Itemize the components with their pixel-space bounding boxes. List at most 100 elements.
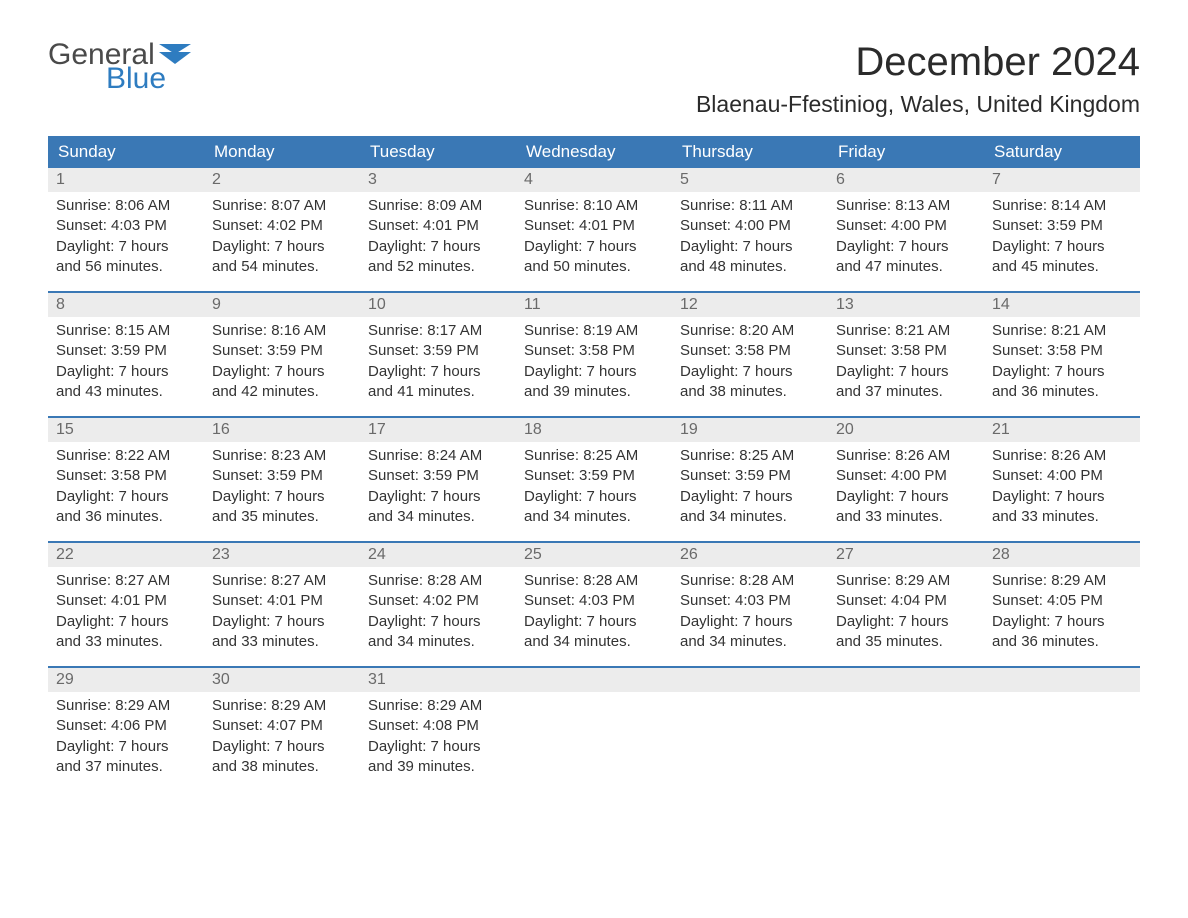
- day-cell: Sunrise: 8:26 AMSunset: 4:00 PMDaylight:…: [828, 442, 984, 531]
- day-cell: Sunrise: 8:11 AMSunset: 4:00 PMDaylight:…: [672, 192, 828, 281]
- day-header-saturday: Saturday: [984, 136, 1140, 168]
- sunrise-line: Sunrise: 8:15 AM: [56, 321, 196, 341]
- day-cell: Sunrise: 8:13 AMSunset: 4:00 PMDaylight:…: [828, 192, 984, 281]
- d1-line: Daylight: 7 hours: [56, 487, 196, 507]
- date-number: 31: [360, 668, 516, 692]
- d2-line: and 39 minutes.: [524, 382, 664, 402]
- sunset-line: Sunset: 4:01 PM: [368, 216, 508, 236]
- sunset-line: Sunset: 4:00 PM: [836, 216, 976, 236]
- sunrise-line: Sunrise: 8:14 AM: [992, 196, 1132, 216]
- day-header-row: Sunday Monday Tuesday Wednesday Thursday…: [48, 136, 1140, 168]
- sunrise-line: Sunrise: 8:29 AM: [56, 696, 196, 716]
- date-number: 20: [828, 418, 984, 442]
- sunset-line: Sunset: 3:58 PM: [836, 341, 976, 361]
- d1-line: Daylight: 7 hours: [992, 362, 1132, 382]
- sunrise-line: Sunrise: 8:22 AM: [56, 446, 196, 466]
- day-cell: Sunrise: 8:06 AMSunset: 4:03 PMDaylight:…: [48, 192, 204, 281]
- d2-line: and 43 minutes.: [56, 382, 196, 402]
- sunrise-line: Sunrise: 8:29 AM: [212, 696, 352, 716]
- day-header-thursday: Thursday: [672, 136, 828, 168]
- date-number: 18: [516, 418, 672, 442]
- sunset-line: Sunset: 4:01 PM: [212, 591, 352, 611]
- date-number: 2: [204, 168, 360, 192]
- d1-line: Daylight: 7 hours: [368, 237, 508, 257]
- d1-line: Daylight: 7 hours: [524, 612, 664, 632]
- day-cell: Sunrise: 8:27 AMSunset: 4:01 PMDaylight:…: [204, 567, 360, 656]
- data-row: Sunrise: 8:27 AMSunset: 4:01 PMDaylight:…: [48, 567, 1140, 656]
- sunrise-line: Sunrise: 8:26 AM: [992, 446, 1132, 466]
- d2-line: and 54 minutes.: [212, 257, 352, 277]
- location-text: Blaenau-Ffestiniog, Wales, United Kingdo…: [696, 91, 1140, 118]
- date-number: 21: [984, 418, 1140, 442]
- date-number: [828, 668, 984, 692]
- sunset-line: Sunset: 3:58 PM: [680, 341, 820, 361]
- d2-line: and 34 minutes.: [680, 632, 820, 652]
- day-cell: Sunrise: 8:27 AMSunset: 4:01 PMDaylight:…: [48, 567, 204, 656]
- d1-line: Daylight: 7 hours: [56, 612, 196, 632]
- sunrise-line: Sunrise: 8:25 AM: [680, 446, 820, 466]
- date-number: 17: [360, 418, 516, 442]
- day-cell: Sunrise: 8:09 AMSunset: 4:01 PMDaylight:…: [360, 192, 516, 281]
- week-row: 22232425262728Sunrise: 8:27 AMSunset: 4:…: [48, 541, 1140, 656]
- day-cell: Sunrise: 8:14 AMSunset: 3:59 PMDaylight:…: [984, 192, 1140, 281]
- data-row: Sunrise: 8:15 AMSunset: 3:59 PMDaylight:…: [48, 317, 1140, 406]
- day-cell: Sunrise: 8:21 AMSunset: 3:58 PMDaylight:…: [828, 317, 984, 406]
- d1-line: Daylight: 7 hours: [836, 487, 976, 507]
- d1-line: Daylight: 7 hours: [524, 362, 664, 382]
- sunset-line: Sunset: 4:05 PM: [992, 591, 1132, 611]
- sunrise-line: Sunrise: 8:16 AM: [212, 321, 352, 341]
- sunset-line: Sunset: 4:00 PM: [836, 466, 976, 486]
- sunrise-line: Sunrise: 8:19 AM: [524, 321, 664, 341]
- d1-line: Daylight: 7 hours: [56, 737, 196, 757]
- day-header-sunday: Sunday: [48, 136, 204, 168]
- d1-line: Daylight: 7 hours: [368, 362, 508, 382]
- day-cell: Sunrise: 8:17 AMSunset: 3:59 PMDaylight:…: [360, 317, 516, 406]
- sunset-line: Sunset: 3:59 PM: [368, 341, 508, 361]
- day-cell: Sunrise: 8:10 AMSunset: 4:01 PMDaylight:…: [516, 192, 672, 281]
- d2-line: and 34 minutes.: [368, 507, 508, 527]
- sunset-line: Sunset: 4:03 PM: [56, 216, 196, 236]
- date-number: 25: [516, 543, 672, 567]
- d1-line: Daylight: 7 hours: [212, 612, 352, 632]
- day-header-wednesday: Wednesday: [516, 136, 672, 168]
- sunrise-line: Sunrise: 8:24 AM: [368, 446, 508, 466]
- date-number: 8: [48, 293, 204, 317]
- day-cell: Sunrise: 8:16 AMSunset: 3:59 PMDaylight:…: [204, 317, 360, 406]
- day-cell: Sunrise: 8:28 AMSunset: 4:02 PMDaylight:…: [360, 567, 516, 656]
- sunset-line: Sunset: 4:03 PM: [680, 591, 820, 611]
- sunset-line: Sunset: 4:03 PM: [524, 591, 664, 611]
- d1-line: Daylight: 7 hours: [992, 237, 1132, 257]
- date-number: 11: [516, 293, 672, 317]
- day-header-friday: Friday: [828, 136, 984, 168]
- day-cell: Sunrise: 8:29 AMSunset: 4:05 PMDaylight:…: [984, 567, 1140, 656]
- date-number: 19: [672, 418, 828, 442]
- calendar: Sunday Monday Tuesday Wednesday Thursday…: [48, 136, 1140, 781]
- date-number: 27: [828, 543, 984, 567]
- day-cell: Sunrise: 8:28 AMSunset: 4:03 PMDaylight:…: [516, 567, 672, 656]
- d1-line: Daylight: 7 hours: [368, 737, 508, 757]
- logo-flag-icon: [159, 44, 191, 64]
- sunset-line: Sunset: 3:58 PM: [992, 341, 1132, 361]
- date-number: [516, 668, 672, 692]
- day-cell: Sunrise: 8:25 AMSunset: 3:59 PMDaylight:…: [516, 442, 672, 531]
- sunset-line: Sunset: 3:59 PM: [56, 341, 196, 361]
- sunrise-line: Sunrise: 8:25 AM: [524, 446, 664, 466]
- date-number: 14: [984, 293, 1140, 317]
- day-cell: Sunrise: 8:29 AMSunset: 4:06 PMDaylight:…: [48, 692, 204, 781]
- weeks-container: 1234567Sunrise: 8:06 AMSunset: 4:03 PMDa…: [48, 168, 1140, 781]
- day-cell: Sunrise: 8:20 AMSunset: 3:58 PMDaylight:…: [672, 317, 828, 406]
- date-number: 16: [204, 418, 360, 442]
- sunset-line: Sunset: 3:59 PM: [992, 216, 1132, 236]
- week-row: 1234567Sunrise: 8:06 AMSunset: 4:03 PMDa…: [48, 168, 1140, 281]
- logo: General Blue: [48, 40, 191, 94]
- day-cell: Sunrise: 8:23 AMSunset: 3:59 PMDaylight:…: [204, 442, 360, 531]
- d2-line: and 37 minutes.: [56, 757, 196, 777]
- d1-line: Daylight: 7 hours: [992, 487, 1132, 507]
- d2-line: and 52 minutes.: [368, 257, 508, 277]
- sunset-line: Sunset: 4:02 PM: [368, 591, 508, 611]
- sunrise-line: Sunrise: 8:26 AM: [836, 446, 976, 466]
- data-row: Sunrise: 8:22 AMSunset: 3:58 PMDaylight:…: [48, 442, 1140, 531]
- d2-line: and 41 minutes.: [368, 382, 508, 402]
- d1-line: Daylight: 7 hours: [836, 362, 976, 382]
- data-row: Sunrise: 8:06 AMSunset: 4:03 PMDaylight:…: [48, 192, 1140, 281]
